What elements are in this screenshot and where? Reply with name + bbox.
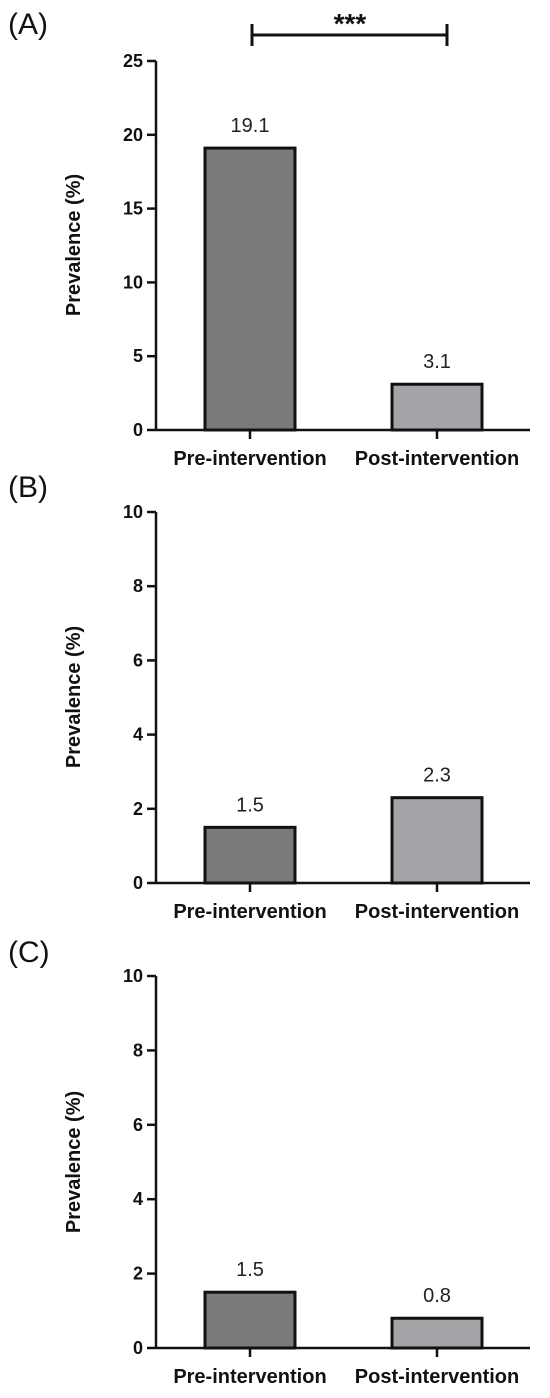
y-tick-label: 2 — [133, 1264, 143, 1284]
y-axis-title: Prevalence (%) — [63, 1091, 85, 1233]
chart-panel-3: (C) 0 2 4 6 8 10 Prevalence (%) 1.5 Pre-intervent… — [8, 936, 530, 1388]
bar — [390, 796, 484, 885]
x-tick-label: Pre-intervention — [173, 1366, 326, 1388]
data-label: 3.1 — [423, 351, 451, 373]
y-tick-label: 10 — [123, 502, 143, 522]
y-tick-label: 0 — [133, 420, 143, 440]
y-tick-label: 0 — [133, 1338, 143, 1358]
y-tick-label: 6 — [133, 650, 143, 670]
data-label: 19.1 — [231, 115, 270, 137]
chart-panel-2: (B) 0 2 4 6 8 10 Prevalence (%) 1.5 Pre-intervent… — [8, 471, 530, 923]
y-tick-label: 20 — [123, 125, 143, 145]
data-label: 2.3 — [423, 765, 451, 787]
y-axis-title: Prevalence (%) — [63, 626, 85, 768]
bar — [203, 825, 297, 885]
data-label: 0.8 — [423, 1285, 451, 1307]
chart-panel-1: (A) 0 5 10 15 20 25 Prevalence (%) 19.1 Pre-inter… — [8, 8, 530, 470]
panel-label: (C) — [8, 936, 50, 969]
panel-label: (B) — [8, 471, 48, 504]
data-label: 1.5 — [236, 794, 264, 816]
bar — [203, 146, 297, 432]
y-tick-label: 8 — [133, 576, 143, 596]
bar — [390, 382, 484, 432]
y-tick-label: 0 — [133, 873, 143, 893]
x-tick-label: Post-intervention — [355, 901, 519, 923]
y-tick-label: 4 — [133, 1189, 143, 1209]
y-tick-label: 4 — [133, 725, 143, 745]
y-tick-label: 6 — [133, 1115, 143, 1135]
y-tick-label: 15 — [123, 199, 143, 219]
y-tick-label: 10 — [123, 272, 143, 292]
y-tick-label: 2 — [133, 799, 143, 819]
panel-label: (A) — [8, 8, 48, 41]
bar — [203, 1290, 297, 1350]
y-axis-title: Prevalence (%) — [63, 174, 85, 316]
significance-label: *** — [334, 8, 367, 39]
x-tick-label: Pre-intervention — [173, 448, 326, 470]
x-tick-label: Post-intervention — [355, 448, 519, 470]
y-tick-label: 10 — [123, 966, 143, 986]
x-tick-label: Pre-intervention — [173, 901, 326, 923]
y-tick-label: 25 — [123, 51, 143, 71]
x-tick-label: Post-intervention — [355, 1366, 519, 1388]
data-label: 1.5 — [236, 1259, 264, 1281]
y-tick-label: 5 — [133, 346, 143, 366]
bar — [390, 1316, 484, 1350]
y-tick-label: 8 — [133, 1040, 143, 1060]
